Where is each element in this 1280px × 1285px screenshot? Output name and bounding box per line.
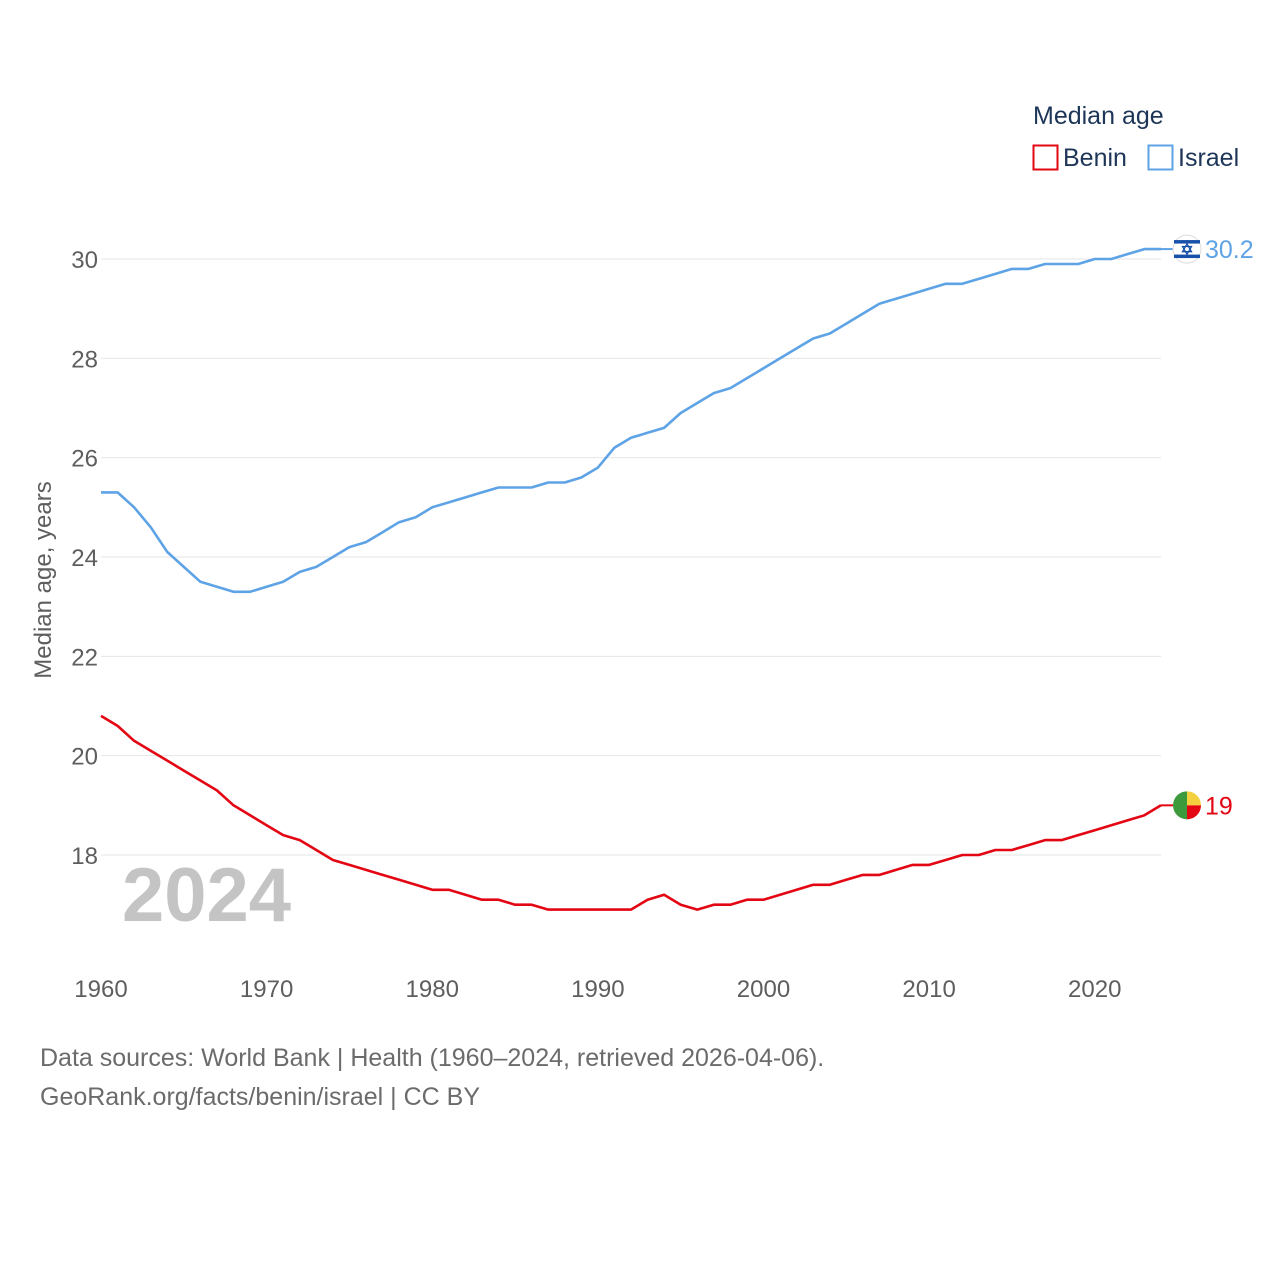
legend-label-israel[interactable]: Israel	[1178, 144, 1239, 172]
series-lines	[100, 247, 1162, 911]
star-triangle-down	[1181, 245, 1193, 256]
flag-green-part	[1173, 791, 1187, 820]
x-tick-label-2010: 2010	[902, 976, 955, 1003]
y-tick-label-24: 24	[71, 545, 98, 572]
y-axis-label: Median age, years	[30, 481, 57, 678]
flag-background	[1172, 234, 1202, 264]
legend-title: Median age	[1033, 102, 1164, 130]
series-line-benin	[100, 714, 1162, 911]
legend-swatch-israel[interactable]	[1147, 144, 1174, 171]
series-line-israel	[101, 247, 1161, 594]
x-axis-ticks: 1960 1970 1980 1990 2000 2010 2020	[74, 976, 1121, 1003]
x-tick-label-1970: 1970	[240, 976, 293, 1003]
x-tick-label-1990: 1990	[571, 976, 624, 1003]
flag-bottom-stripe	[1174, 254, 1200, 259]
flag-red-part	[1187, 805, 1201, 820]
y-tick-label-22: 22	[71, 644, 98, 671]
grid	[101, 258, 1161, 856]
israel-flag-icon	[1172, 234, 1202, 264]
legend-swatch-benin[interactable]	[1032, 144, 1059, 171]
x-tick-label-1980: 1980	[406, 976, 459, 1003]
benin-flag-icon	[1173, 791, 1201, 820]
year-watermark: 2024	[122, 853, 291, 938]
y-tick-label-30: 30	[71, 247, 98, 274]
end-value-label-benin: 19	[1205, 792, 1233, 820]
y-axis-ticks: 18 20 22 24 26 28 30	[71, 247, 98, 870]
legend: Median age Benin Israel	[1032, 102, 1239, 172]
x-tick-label-1960: 1960	[74, 976, 127, 1003]
x-tick-label-2020: 2020	[1068, 976, 1121, 1003]
series-endpoints: 19 30.2	[1161, 234, 1254, 820]
end-value-label-israel: 30.2	[1205, 236, 1254, 264]
star-triangle-up	[1181, 242, 1193, 253]
legend-label-benin[interactable]: Benin	[1063, 144, 1127, 172]
data-sources-note: Data sources: World Bank | Health (1960–…	[40, 1044, 825, 1072]
flag-top-stripe	[1174, 240, 1200, 244]
y-tick-label-26: 26	[71, 446, 98, 473]
y-tick-label-18: 18	[71, 843, 98, 870]
y-tick-label-20: 20	[71, 744, 98, 771]
flag-yellow-part	[1187, 791, 1201, 806]
credit-link[interactable]: GeoRank.org/facts/benin/israel | CC BY	[40, 1083, 481, 1111]
y-tick-label-28: 28	[71, 346, 98, 373]
x-tick-label-2000: 2000	[737, 976, 790, 1003]
